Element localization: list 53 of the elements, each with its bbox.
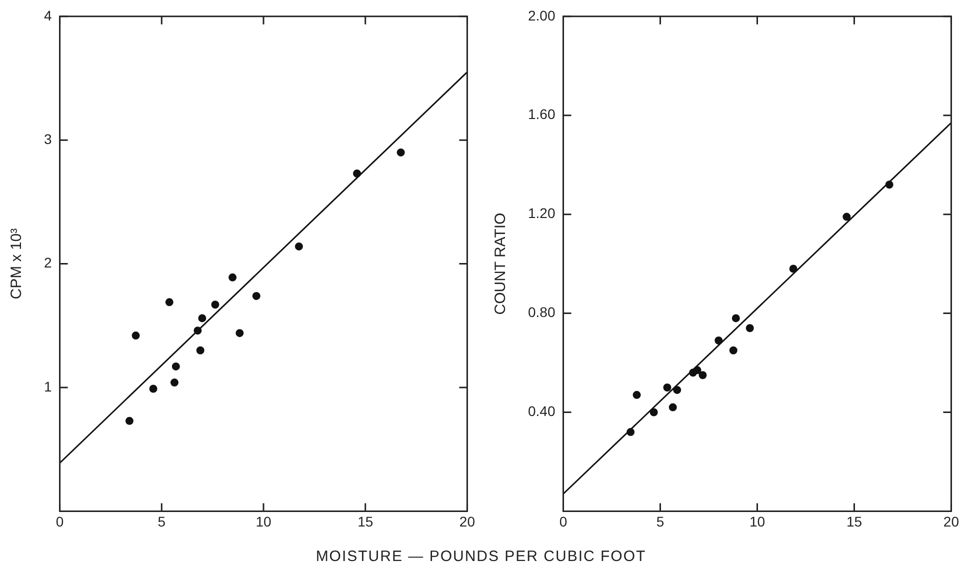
point — [842, 212, 851, 221]
point — [228, 273, 237, 282]
y-tick-label: 1.60 — [528, 106, 556, 122]
y-tick-label: 2 — [44, 254, 52, 271]
y-tick-label: 4 — [44, 7, 52, 24]
x-tick-label: 20 — [459, 513, 476, 530]
x-tick-label: 5 — [656, 513, 664, 530]
point — [132, 332, 140, 340]
point — [732, 314, 740, 322]
point — [673, 386, 682, 394]
y-tick-label: 1 — [44, 378, 52, 394]
x-tick-label: 15 — [846, 513, 862, 530]
x-tick-label: 0 — [56, 513, 64, 530]
x-tick-label: 5 — [158, 513, 166, 530]
x-tick-label: 10 — [749, 513, 766, 530]
point — [170, 378, 178, 387]
point — [252, 292, 260, 300]
point — [149, 384, 158, 393]
point — [885, 180, 894, 189]
point — [165, 298, 174, 306]
x-tick-label: 15 — [358, 513, 374, 530]
point — [125, 416, 134, 425]
x-axis-title: MOISTURE — POUNDS PER CUBIC FOOT — [314, 548, 648, 565]
y-tick-label: 2.00 — [528, 7, 556, 24]
point — [789, 264, 798, 273]
x-tick-label: 10 — [256, 513, 272, 530]
point — [396, 148, 405, 156]
point — [668, 403, 677, 412]
point — [746, 324, 754, 332]
y-tick-label: 0.40 — [528, 403, 556, 420]
x-tick-label: 0 — [559, 513, 568, 530]
y-axis-title: COUNT RATIO — [492, 212, 510, 315]
point — [693, 366, 702, 374]
y-tick-label: 1.20 — [528, 205, 556, 222]
point — [698, 371, 707, 380]
point — [194, 326, 202, 335]
point — [172, 362, 180, 370]
point — [729, 346, 738, 354]
point — [236, 329, 244, 338]
x-tick-label: 20 — [943, 513, 960, 530]
point — [632, 390, 641, 399]
y-axis-title: CPM x 10³ — [8, 228, 26, 300]
point — [196, 346, 204, 354]
point — [714, 336, 723, 344]
point — [650, 408, 658, 416]
point — [353, 170, 362, 178]
point — [294, 242, 303, 250]
point — [198, 314, 206, 322]
point — [211, 300, 220, 309]
point — [663, 384, 672, 392]
y-tick-label: 3 — [44, 130, 52, 147]
y-tick-label: 0.80 — [528, 304, 556, 320]
point — [626, 428, 635, 436]
